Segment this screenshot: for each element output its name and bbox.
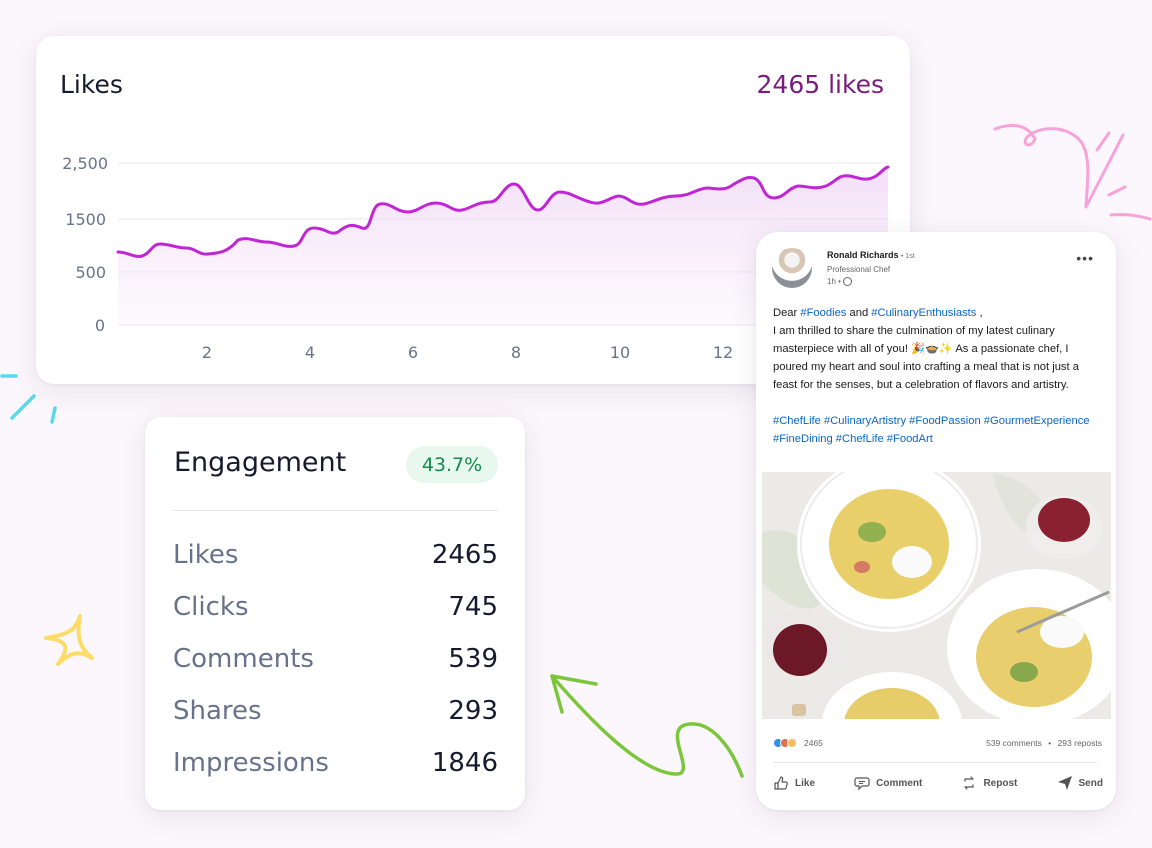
more-options-button[interactable]: ••• bbox=[1076, 250, 1094, 266]
metric-label: Comments bbox=[173, 644, 314, 674]
reaction-icons bbox=[773, 738, 797, 748]
like-label: Like bbox=[795, 777, 816, 789]
post-actions-bar: Like Comment Repost Send bbox=[773, 772, 1103, 794]
hashtag-list[interactable]: #ChefLife #CulinaryArtistry #FoodPassion… bbox=[773, 415, 1090, 445]
social-post-card: Ronald Richards • 1st Professional Chef … bbox=[756, 232, 1116, 810]
author-name: Ronald Richards bbox=[827, 250, 899, 260]
reaction-count-button[interactable]: 2465 bbox=[773, 738, 823, 748]
greeting-text: Dear bbox=[773, 307, 801, 319]
metric-row-shares: Shares 293 bbox=[173, 691, 498, 731]
yellow-sparkle-decoration bbox=[44, 614, 94, 666]
x-tick: 12 bbox=[713, 343, 733, 362]
post-paragraph: I am thrilled to share the culmination o… bbox=[773, 325, 1079, 391]
total-likes-label: 2465 likes bbox=[756, 70, 884, 99]
metric-label: Impressions bbox=[173, 748, 329, 778]
post-time: 1h • bbox=[827, 277, 841, 286]
post-timestamp: 1h • bbox=[827, 277, 852, 286]
post-text: Dear #Foodies and #CulinaryEnthusiasts ,… bbox=[773, 304, 1103, 448]
comment-button[interactable]: Comment bbox=[854, 775, 922, 791]
x-tick: 10 bbox=[610, 343, 630, 362]
metric-row-clicks: Clicks 745 bbox=[173, 587, 498, 627]
x-tick: 6 bbox=[408, 343, 418, 362]
y-axis-ticks: 2,500 1500 500 0 bbox=[62, 154, 108, 335]
engagement-counts: 539 comments • 293 reposts bbox=[986, 738, 1102, 748]
repost-button[interactable]: Repost bbox=[961, 775, 1017, 791]
y-tick: 0 bbox=[95, 316, 105, 335]
hashtag-link[interactable]: #Foodies bbox=[800, 307, 847, 319]
reactions-summary: 2465 539 comments • 293 reposts bbox=[773, 736, 1102, 750]
reaction-count: 2465 bbox=[804, 738, 823, 748]
x-tick: 2 bbox=[202, 343, 212, 362]
author-headline: Professional Chef bbox=[827, 265, 891, 274]
chart-title: Likes bbox=[60, 70, 123, 99]
metric-value: 745 bbox=[448, 592, 498, 622]
hashtag-link[interactable]: #CulinaryEnthusiasts bbox=[871, 307, 977, 319]
likes-line bbox=[116, 165, 890, 258]
send-icon bbox=[1057, 776, 1072, 790]
x-tick: 8 bbox=[511, 343, 521, 362]
reposts-count-link[interactable]: 293 reposts bbox=[1057, 738, 1102, 748]
metric-row-comments: Comments 539 bbox=[173, 639, 498, 679]
green-arrow-decoration bbox=[550, 674, 744, 778]
comment-icon bbox=[854, 777, 870, 791]
divider bbox=[773, 762, 1097, 763]
connection-degree: • 1st bbox=[901, 253, 915, 260]
engagement-rate-badge: 43.7% bbox=[406, 446, 498, 483]
metric-label: Shares bbox=[173, 696, 262, 726]
food-photo-illustration bbox=[762, 472, 1111, 719]
thumbs-up-icon bbox=[774, 776, 788, 790]
metric-label: Likes bbox=[173, 540, 239, 570]
metric-label: Clicks bbox=[173, 592, 249, 622]
pasta-dishes-photo[interactable] bbox=[762, 472, 1111, 719]
comments-count-link[interactable]: 539 comments bbox=[986, 738, 1042, 748]
metric-row-impressions: Impressions 1846 bbox=[173, 743, 498, 783]
insightful-reaction-icon bbox=[787, 738, 797, 748]
globe-icon bbox=[842, 277, 852, 286]
send-label: Send bbox=[1078, 777, 1103, 789]
like-button[interactable]: Like bbox=[773, 775, 815, 791]
y-tick: 1500 bbox=[65, 210, 106, 229]
metric-value: 1846 bbox=[431, 748, 498, 778]
divider bbox=[172, 510, 498, 511]
and-text: and bbox=[846, 307, 872, 319]
x-axis-ticks: 2 4 6 8 10 12 14 bbox=[202, 343, 836, 362]
repost-label: Repost bbox=[983, 777, 1018, 789]
repost-icon bbox=[964, 776, 975, 790]
avatar[interactable] bbox=[772, 248, 812, 288]
likes-area-fill bbox=[118, 167, 888, 325]
engagement-card: Engagement 43.7% Likes 2465 Clicks 745 C… bbox=[145, 417, 525, 810]
comment-label: Comment bbox=[876, 777, 923, 789]
separator: • bbox=[1048, 738, 1052, 748]
metric-value: 293 bbox=[448, 696, 498, 726]
metric-row-likes: Likes 2465 bbox=[173, 535, 498, 575]
pink-scribble-decoration bbox=[993, 123, 1152, 221]
y-tick: 500 bbox=[75, 263, 106, 282]
y-tick: 2,500 bbox=[62, 154, 108, 173]
author-name-link[interactable]: Ronald Richards • 1st bbox=[827, 250, 915, 260]
send-button[interactable]: Send bbox=[1057, 775, 1103, 791]
metric-value: 539 bbox=[448, 644, 498, 674]
likes-area-chart: 2,500 1500 500 0 2 4 6 8 10 12 14 bbox=[62, 154, 890, 362]
greeting-end: , bbox=[976, 307, 983, 319]
metric-value: 2465 bbox=[431, 540, 498, 570]
engagement-title: Engagement bbox=[174, 447, 347, 478]
x-tick: 4 bbox=[305, 343, 315, 362]
